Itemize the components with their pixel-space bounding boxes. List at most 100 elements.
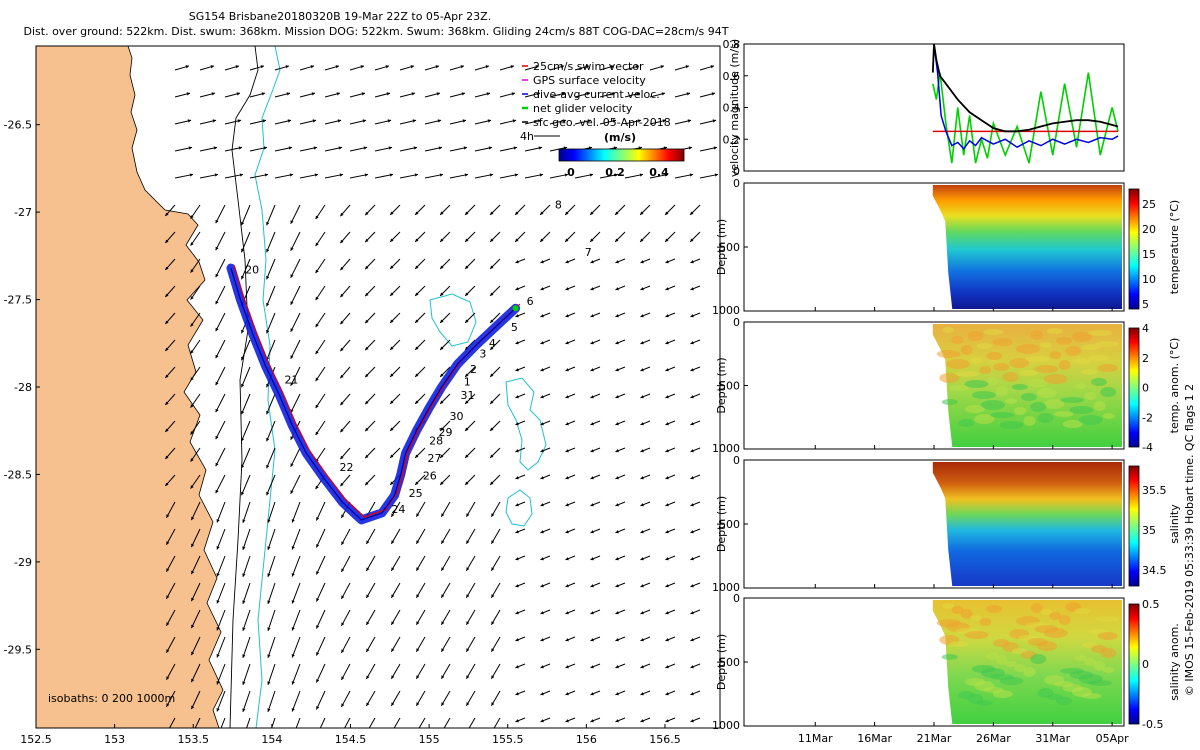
velocity-arrow bbox=[449, 92, 466, 98]
velocity-arrow bbox=[368, 717, 376, 728]
section-colorbar bbox=[1128, 327, 1140, 448]
arrow-head bbox=[340, 482, 344, 487]
arrow-head bbox=[466, 675, 470, 679]
section-y-tick-label: 0 bbox=[733, 454, 740, 467]
arrow-head bbox=[465, 400, 469, 404]
arrow-head bbox=[615, 287, 619, 291]
arrow-shaft bbox=[242, 636, 251, 658]
arrow-shaft bbox=[315, 528, 326, 548]
arrow-head bbox=[315, 242, 319, 247]
velocity-arrow bbox=[590, 528, 601, 534]
velocity-arrow bbox=[540, 312, 551, 318]
velocity-arrow bbox=[266, 312, 276, 334]
velocity-arrow bbox=[216, 690, 226, 712]
velocity-arrow bbox=[639, 204, 651, 216]
arrow-head bbox=[316, 544, 320, 548]
velocity-series bbox=[931, 44, 1119, 164]
velocity-arrow bbox=[390, 636, 401, 653]
arrow-head bbox=[615, 557, 619, 561]
arrow-head bbox=[266, 464, 270, 469]
legend-label: dive-avg current veloc. bbox=[533, 88, 660, 101]
arrow-head bbox=[665, 611, 669, 615]
velocity-arrow bbox=[364, 474, 376, 486]
velocity-arrow bbox=[474, 119, 492, 125]
arrow-head bbox=[310, 65, 314, 69]
velocity-arrow bbox=[640, 366, 651, 372]
day-label: 24 bbox=[391, 503, 405, 516]
velocity-arrow bbox=[165, 501, 176, 518]
velocity-arrow bbox=[464, 312, 476, 324]
swim-vector bbox=[261, 347, 266, 354]
velocity-arrow bbox=[540, 501, 551, 507]
arrow-head bbox=[660, 65, 664, 69]
arrow-head bbox=[466, 648, 470, 652]
velocity-y-tick-label: 0.6 bbox=[723, 70, 741, 83]
section-texture bbox=[960, 609, 973, 619]
section-texture bbox=[1060, 397, 1085, 403]
velocity-arrow bbox=[374, 146, 393, 152]
velocity-arrow bbox=[364, 339, 376, 351]
velocity-arrow bbox=[266, 420, 276, 442]
section-data-field bbox=[932, 185, 1122, 309]
arrow-head bbox=[488, 146, 493, 150]
arrow-head bbox=[665, 368, 669, 372]
velocity-arrow bbox=[515, 717, 526, 723]
date-tick-label: 21Mar bbox=[917, 732, 952, 745]
arrow-head bbox=[415, 238, 419, 242]
arrow-shaft bbox=[290, 258, 301, 279]
velocity-arrow bbox=[524, 65, 540, 71]
velocity-arrow bbox=[465, 555, 476, 572]
velocity-arrow bbox=[190, 285, 201, 300]
velocity-arrow bbox=[174, 119, 192, 125]
velocity-arrow bbox=[290, 339, 301, 360]
arrow-head bbox=[340, 266, 344, 271]
section-texture bbox=[1037, 641, 1057, 651]
arrow-head bbox=[665, 314, 669, 318]
velocity-arrow bbox=[540, 609, 551, 615]
velocity-arrow bbox=[415, 582, 426, 599]
velocity-arrow bbox=[365, 663, 376, 680]
velocity-arrow bbox=[242, 501, 251, 523]
velocity-arrow bbox=[515, 420, 526, 426]
arrow-head bbox=[165, 374, 169, 378]
arrow-head bbox=[640, 287, 644, 291]
arrow-head bbox=[312, 119, 317, 123]
velocity-arrow bbox=[640, 663, 651, 669]
arrow-shaft bbox=[266, 285, 276, 307]
map-y-tick-label: -27.5 bbox=[4, 294, 32, 307]
arrow-head bbox=[486, 92, 491, 96]
arrow-head bbox=[690, 692, 694, 696]
velocity-arrow bbox=[565, 528, 576, 534]
arrow-head bbox=[565, 557, 569, 561]
arrow-shaft bbox=[242, 528, 251, 550]
velocity-arrow bbox=[266, 474, 276, 496]
arrow-head bbox=[615, 341, 619, 345]
arrow-head bbox=[491, 513, 495, 517]
arrow-head bbox=[589, 173, 594, 177]
arrow-head bbox=[391, 540, 395, 544]
arrow-head bbox=[366, 702, 370, 707]
velocity-arrow bbox=[340, 582, 351, 600]
colorbar-unit: (m/s) bbox=[604, 131, 636, 144]
velocity-arrow bbox=[499, 65, 515, 71]
arrow-head bbox=[490, 319, 494, 323]
velocity-arrow bbox=[216, 528, 226, 550]
arrow-head bbox=[615, 238, 619, 242]
arrow-head bbox=[365, 346, 369, 351]
velocity-arrow bbox=[690, 609, 701, 615]
velocity-arrow bbox=[340, 528, 351, 546]
arrow-head bbox=[267, 681, 271, 685]
arrow-shaft bbox=[291, 501, 301, 523]
section-y-tick-label: 1000 bbox=[712, 304, 740, 317]
velocity-magnitude-panel: 0 0.2 0.4 0.6 0.8 velocity magnitude (m/s) bbox=[723, 38, 1125, 178]
velocity-arrow bbox=[267, 582, 276, 605]
arrow-head bbox=[690, 368, 694, 372]
section-texture bbox=[1043, 628, 1068, 638]
arrow-shaft bbox=[215, 339, 226, 359]
arrow-head bbox=[690, 476, 694, 480]
velocity-arrow bbox=[190, 231, 201, 246]
velocity-arrow bbox=[515, 474, 526, 480]
velocity-arrow bbox=[399, 65, 415, 71]
arrow-head bbox=[316, 652, 320, 656]
arrow-head bbox=[241, 329, 245, 334]
